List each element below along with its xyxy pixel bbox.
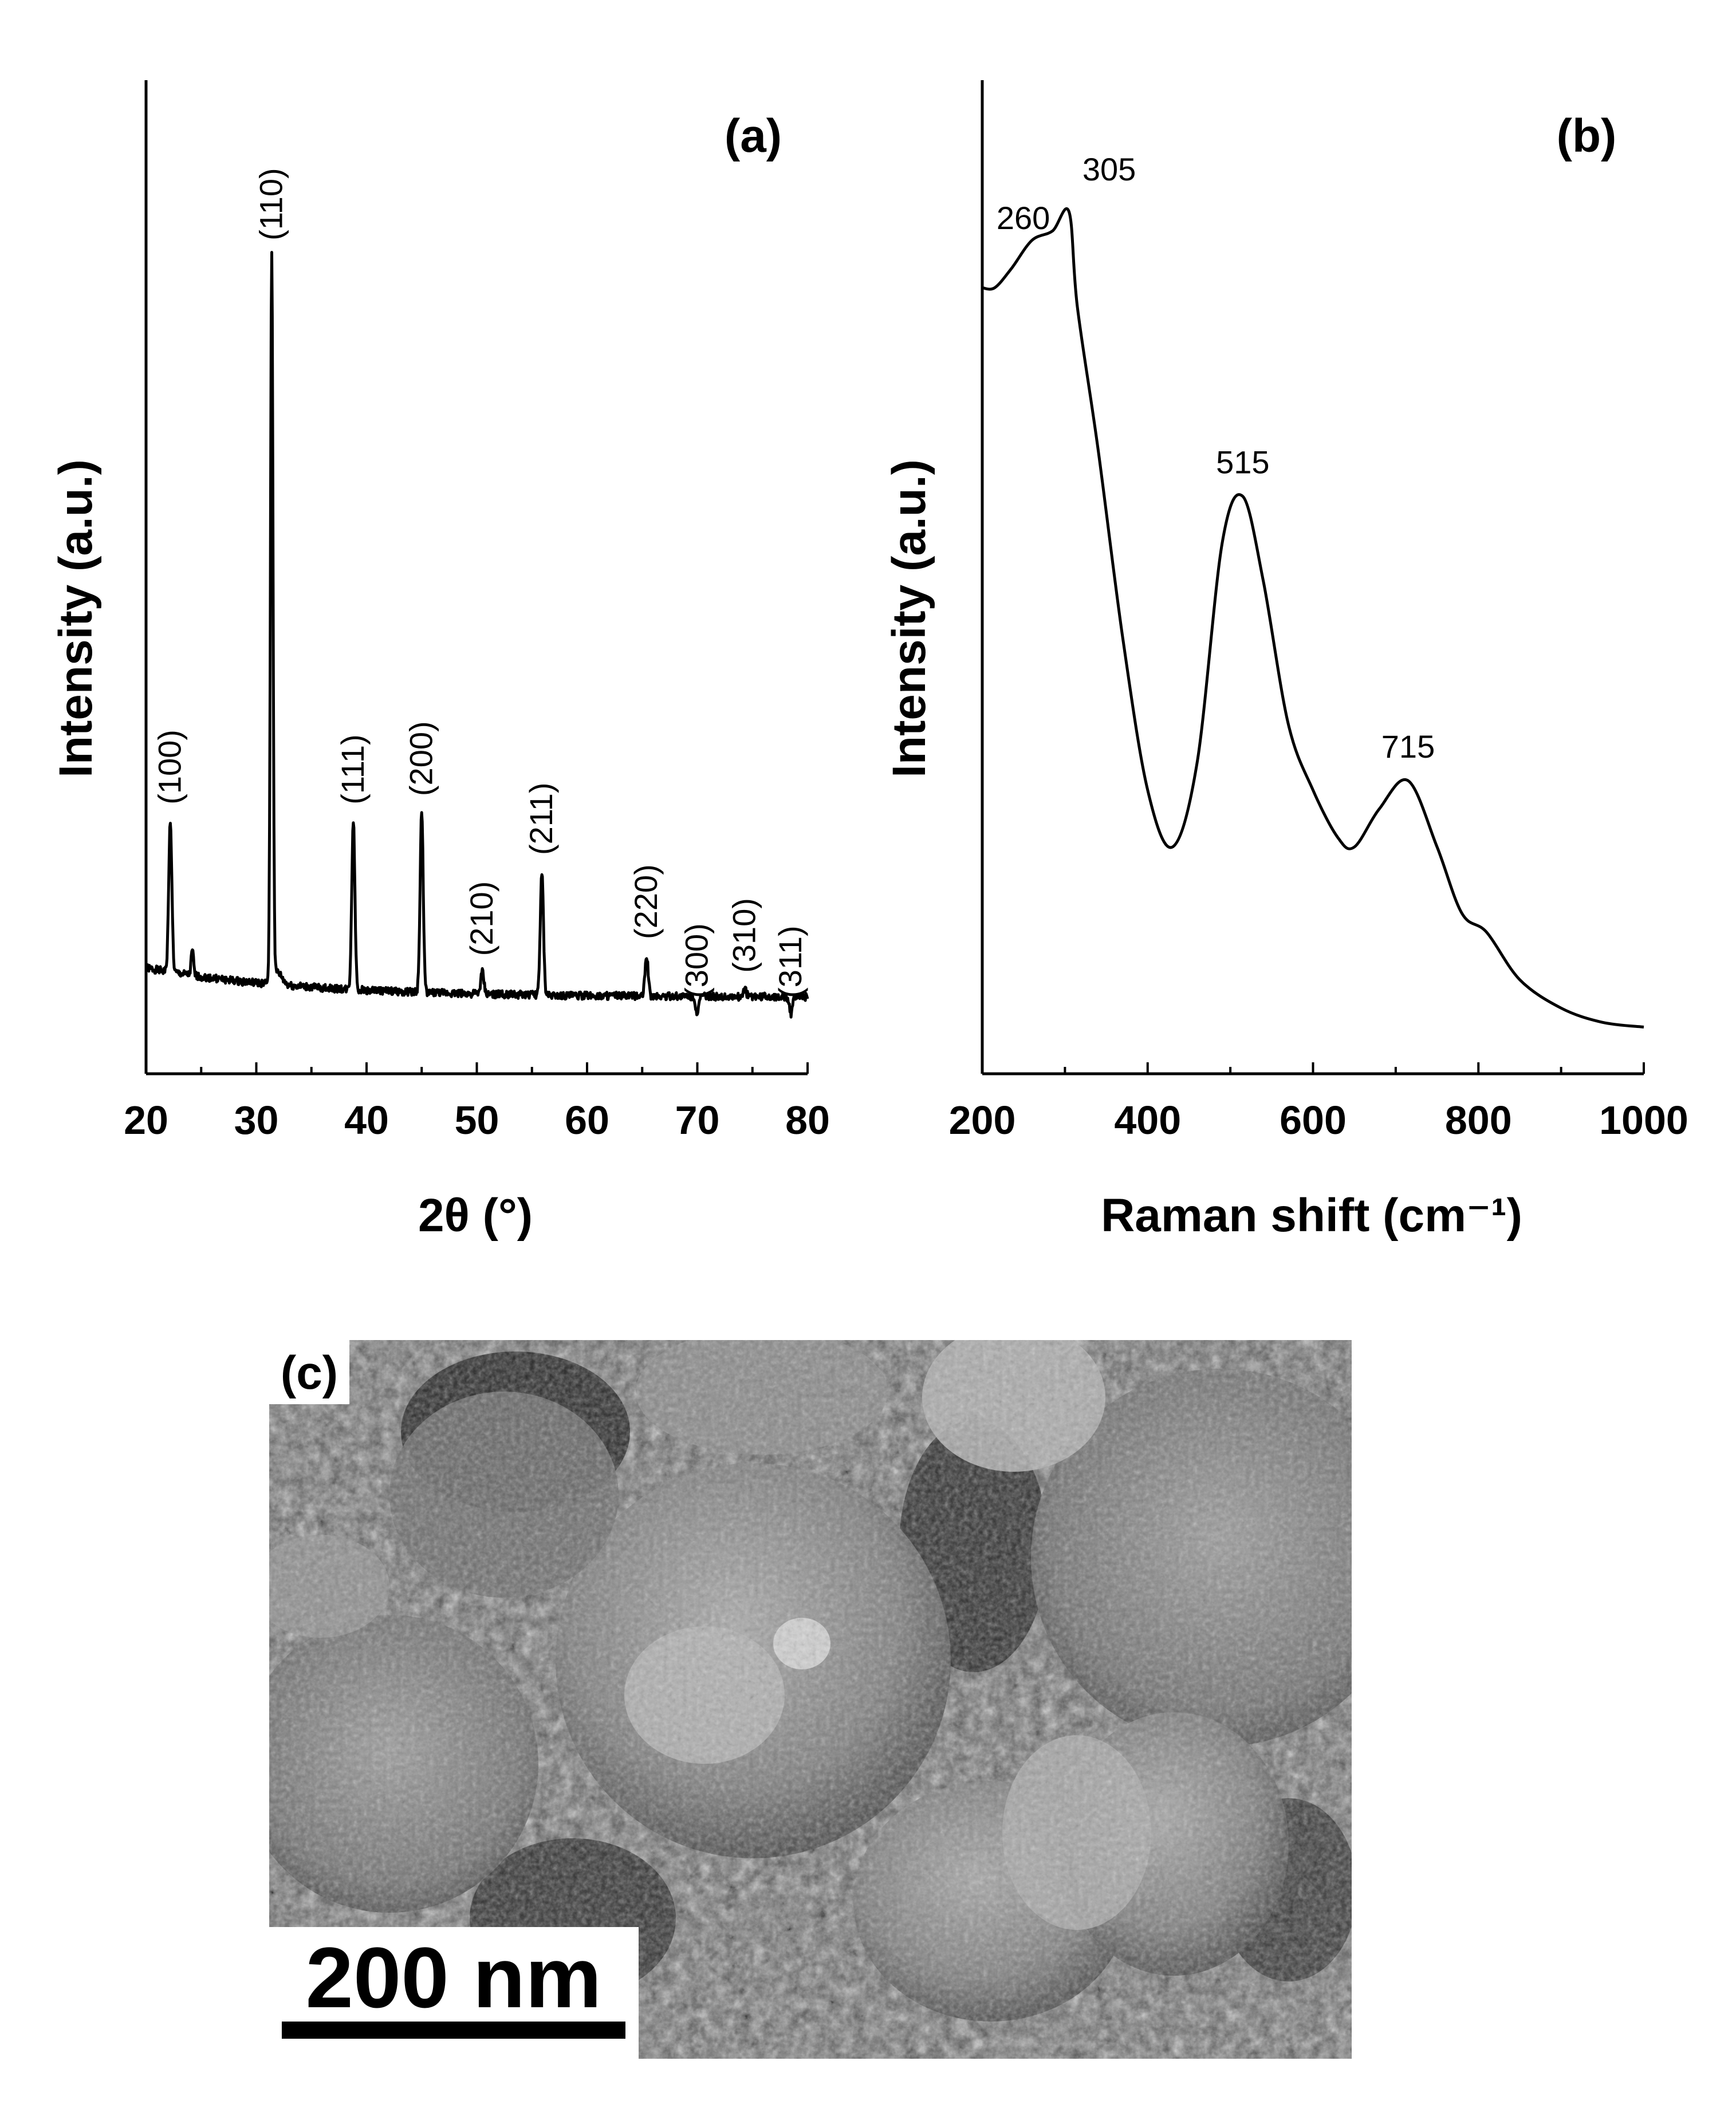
xrd-peak-label: (220) [628, 864, 664, 939]
sem-label-box [269, 1340, 349, 1404]
xrd-x-ticks: 20 30 40 50 60 70 80 [124, 1062, 830, 1142]
sem-image: (c) 200 nm [269, 1340, 1352, 2059]
xrd-peak-labels: (100) (110) (111) (200) (210) (211) (220) (300)… [151, 168, 808, 998]
xrd-x-axis-label: 2θ (°) [418, 1189, 533, 1242]
xrd-peak-label: (110) [253, 168, 289, 241]
xrd-peak-label: (211) [523, 782, 559, 855]
xrd-tick-label-30: 30 [234, 1098, 279, 1142]
raman-tick-label-600: 600 [1280, 1098, 1347, 1142]
xrd-peak-label: (310) [726, 898, 762, 973]
raman-peak-label-305: 305 [1082, 151, 1136, 187]
xrd-peak-label: (311) [772, 925, 808, 998]
xrd-tick-label-40: 40 [344, 1098, 389, 1142]
xrd-tick-label-80: 80 [785, 1098, 830, 1142]
raman-tick-label-1000: 1000 [1599, 1098, 1688, 1142]
xrd-peak-label: (210) [463, 881, 499, 956]
raman-peak-label-515: 515 [1216, 444, 1269, 480]
xrd-tick-label-50: 50 [455, 1098, 499, 1142]
xrd-pattern-line [144, 251, 809, 1019]
raman-peak-label-715: 715 [1381, 728, 1435, 765]
xrd-y-axis-label: Intensity (a.u.) [50, 459, 102, 778]
panel-label-a: (a) [725, 110, 782, 162]
raman-peak-label-260: 260 [997, 200, 1050, 236]
raman-tick-label-200: 200 [949, 1098, 1016, 1142]
raman-x-ticks: 200 400 600 800 1000 [949, 1062, 1688, 1142]
xrd-peak-label: (111) [334, 734, 371, 804]
xrd-peak-label: (300) [679, 923, 715, 998]
panel-label-c: (c) [281, 1347, 338, 1399]
raman-chart: 200 400 600 800 1000 260 305 515 715 (b) Raman … [883, 80, 1688, 1242]
scale-bar-label: 200 nm [306, 1929, 602, 2026]
panel-label-b: (b) [1557, 110, 1617, 162]
xrd-tick-label-60: 60 [565, 1098, 609, 1142]
xrd-peak-label: (100) [151, 730, 187, 805]
raman-spectrum-line [982, 207, 1644, 1029]
raman-y-axis-label: Intensity (a.u.) [883, 459, 935, 778]
raman-tick-label-400: 400 [1114, 1098, 1181, 1142]
xrd-tick-label-20: 20 [124, 1098, 168, 1142]
xrd-chart: 20 30 40 50 60 70 80 (100) (110) (111) (200) (210)… [50, 80, 830, 1242]
xrd-peak-label: (200) [403, 721, 439, 796]
raman-tick-label-800: 800 [1445, 1098, 1512, 1142]
raman-peak-labels: 260 305 515 715 [997, 151, 1435, 765]
xrd-tick-label-70: 70 [675, 1098, 720, 1142]
raman-x-axis-label: Raman shift (cm⁻¹) [1101, 1189, 1522, 1242]
scale-bar [282, 2022, 625, 2039]
